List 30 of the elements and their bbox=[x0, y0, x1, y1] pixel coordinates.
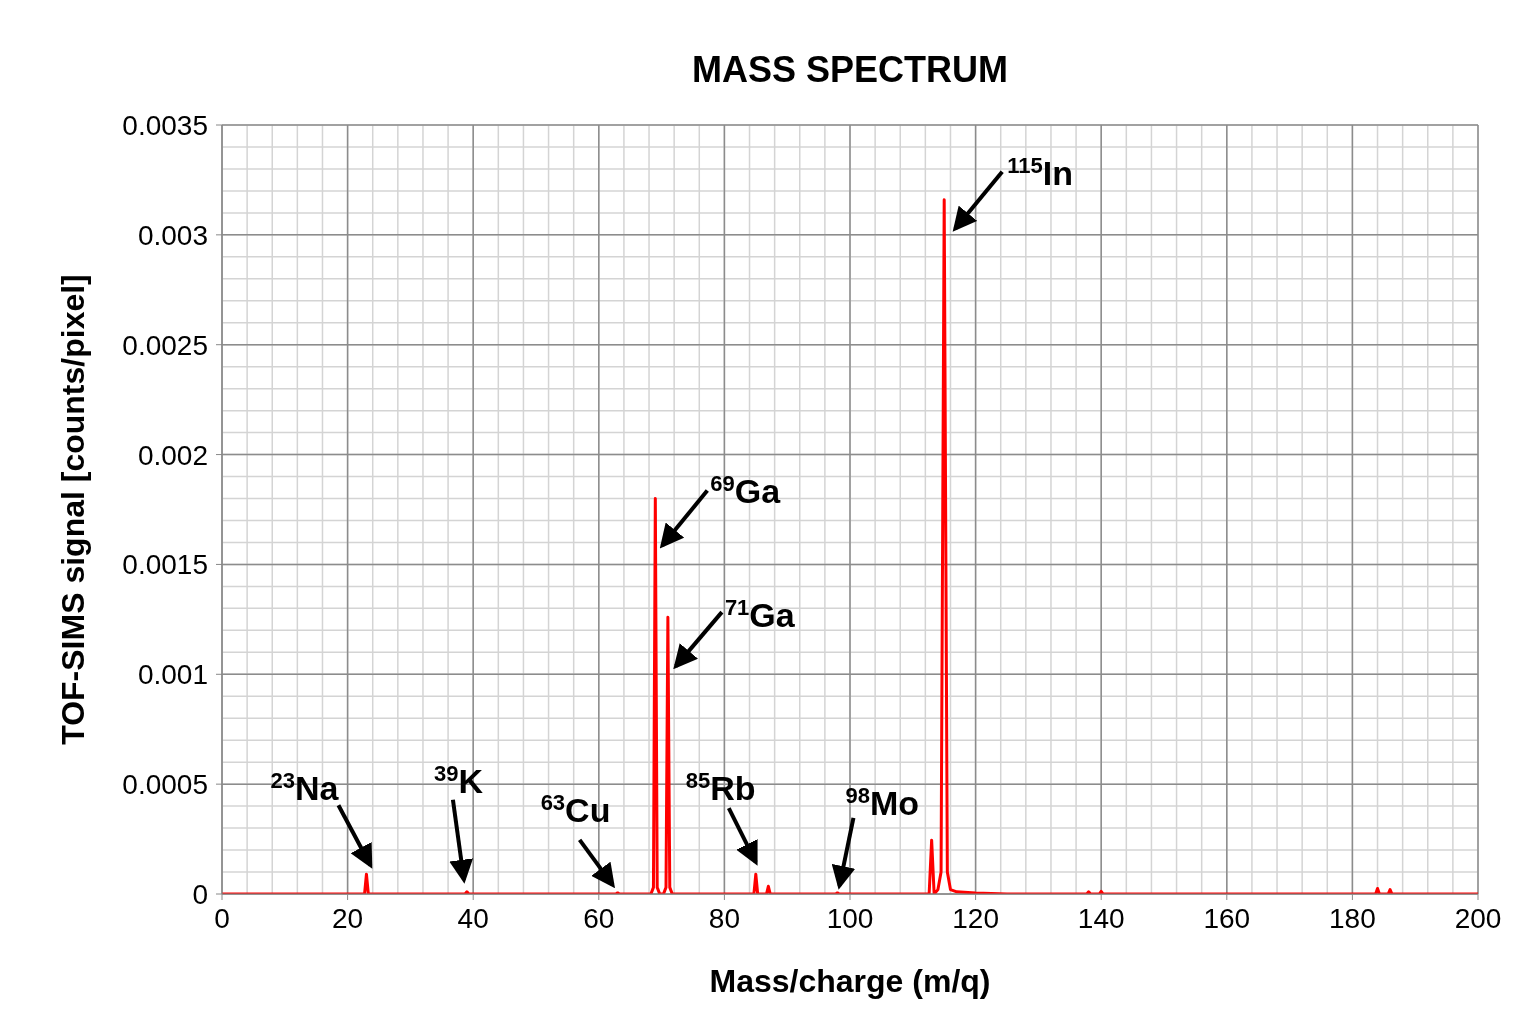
x-tick-label: 0 bbox=[214, 902, 230, 934]
annotation: $^{115}$In bbox=[1007, 152, 1073, 192]
annotation: $^{98}$Mo bbox=[845, 782, 920, 822]
x-tick-label: 160 bbox=[1203, 902, 1251, 934]
annotation: $^{85}$Rb bbox=[685, 767, 756, 808]
annotation: $^{23}$Na bbox=[270, 767, 340, 808]
y-tick-label: 0.001 bbox=[137, 659, 208, 691]
x-tick-label: 120 bbox=[952, 902, 999, 934]
y-axis-title: TOF-SIMS signal [counts/pixel] bbox=[55, 274, 91, 745]
y-tick-label: 0.002 bbox=[137, 439, 208, 471]
x-tick-label: 40 bbox=[457, 902, 489, 934]
annotation: $^{71}$Ga bbox=[724, 594, 796, 635]
annotation: $^{39}$K bbox=[433, 760, 484, 800]
annotation: $^{69}$Ga bbox=[710, 470, 782, 510]
y-tick-label: 0.0025 bbox=[122, 329, 208, 361]
chart-title: MASS SPECTRUM bbox=[691, 49, 1009, 90]
y-tick-label: 0.0015 bbox=[122, 549, 208, 581]
x-tick-label: 60 bbox=[583, 902, 615, 934]
x-tick-label: 80 bbox=[708, 902, 740, 934]
x-tick-label: 100 bbox=[826, 902, 874, 934]
y-tick-label: 0.0035 bbox=[122, 109, 208, 141]
x-tick-label: 180 bbox=[1329, 902, 1376, 934]
y-tick-label: 0.003 bbox=[137, 219, 208, 251]
y-tick-label: 0 bbox=[192, 878, 208, 910]
x-tick-label: 140 bbox=[1077, 902, 1125, 934]
x-axis-title: Mass/charge (m/q) bbox=[709, 963, 991, 999]
annotation: $^{63}$Cu bbox=[540, 789, 611, 829]
x-tick-label: 20 bbox=[332, 902, 364, 934]
x-tick-label: 200 bbox=[1454, 902, 1502, 934]
y-tick-label: 0.0005 bbox=[122, 769, 208, 801]
